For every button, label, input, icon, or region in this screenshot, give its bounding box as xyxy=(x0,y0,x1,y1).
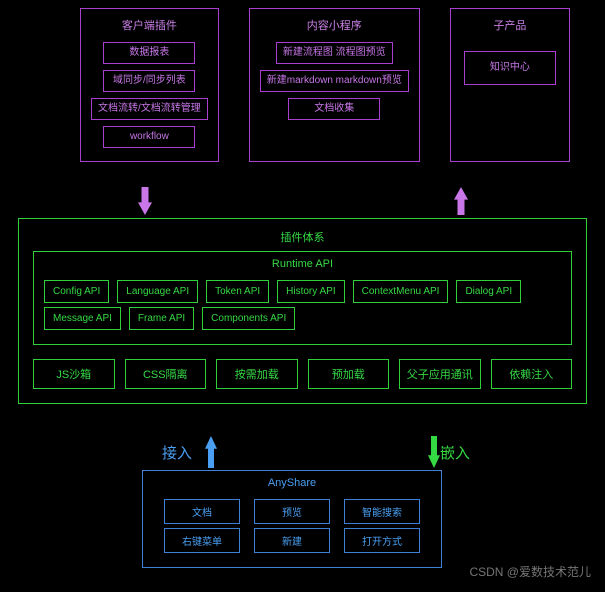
top-item: 文档流转/文档流转管理 xyxy=(91,98,208,120)
panel-title: 子产品 xyxy=(493,15,526,39)
feature-box: 依赖注入 xyxy=(491,359,573,389)
feature-box: 父子应用通讯 xyxy=(399,359,481,389)
panel-sub-product: 子产品 知识中心 xyxy=(450,8,570,162)
api-box: History API xyxy=(277,280,344,303)
api-box: Token API xyxy=(206,280,269,303)
top-item: 知识中心 xyxy=(464,51,556,85)
arrow-down-icon xyxy=(138,187,152,215)
panel-title: AnyShare xyxy=(155,475,429,495)
feature-box: JS沙箱 xyxy=(33,359,115,389)
bottom-box: 智能搜索 xyxy=(344,499,420,524)
runtime-title: Runtime API xyxy=(44,258,561,276)
panel-content-applet: 内容小程序 新建流程图 流程图预览 新建markdown markdown预览 … xyxy=(249,8,420,162)
bottom-box: 打开方式 xyxy=(344,528,420,553)
api-row: Message API Frame API Components API xyxy=(44,307,561,330)
feature-row: JS沙箱 CSS隔离 按需加载 预加载 父子应用通讯 依赖注入 xyxy=(33,359,572,389)
feature-box: 按需加载 xyxy=(216,359,298,389)
bottom-box: 文档 xyxy=(164,499,240,524)
top-item: 文档收集 xyxy=(288,98,380,120)
api-box: Config API xyxy=(44,280,109,303)
panel-title: 内容小程序 xyxy=(307,15,362,39)
panel-client-plugin: 客户端插件 数据报表 域同步/同步列表 文档流转/文档流转管理 workflow xyxy=(80,8,219,162)
bottom-row: 文档 预览 智能搜索 xyxy=(155,499,429,524)
runtime-api-box: Runtime API Config API Language API Toke… xyxy=(33,251,572,345)
arrow-up-icon xyxy=(205,436,217,468)
anyshare-panel: AnyShare 文档 预览 智能搜索 右键菜单 新建 打开方式 xyxy=(142,470,442,568)
bottom-box: 右键菜单 xyxy=(164,528,240,553)
bottom-row: 右键菜单 新建 打开方式 xyxy=(155,528,429,553)
api-box: Frame API xyxy=(129,307,194,330)
top-item: 域同步/同步列表 xyxy=(103,70,195,92)
api-box: ContextMenu API xyxy=(353,280,449,303)
top-row: 客户端插件 数据报表 域同步/同步列表 文档流转/文档流转管理 workflow… xyxy=(80,8,575,162)
arrow-label-connect: 接入 xyxy=(162,442,192,463)
bottom-box: 预览 xyxy=(254,499,330,524)
api-row: Config API Language API Token API Histor… xyxy=(44,280,561,303)
plugin-system-panel: 插件体系 Runtime API Config API Language API… xyxy=(18,218,587,404)
top-item: 数据报表 xyxy=(103,42,195,64)
watermark-text: CSDN @爱数技术范儿 xyxy=(469,563,591,580)
top-item: 新建流程图 流程图预览 xyxy=(276,42,393,64)
top-item: workflow xyxy=(103,126,195,148)
api-box: Message API xyxy=(44,307,121,330)
panel-title: 客户端插件 xyxy=(122,15,177,39)
api-box: Components API xyxy=(202,307,295,330)
arrow-down-icon xyxy=(428,436,440,468)
arrow-up-icon xyxy=(454,187,468,215)
bottom-box: 新建 xyxy=(254,528,330,553)
top-item: 新建markdown markdown预览 xyxy=(260,70,409,92)
api-box: Dialog API xyxy=(456,280,521,303)
api-box: Language API xyxy=(117,280,198,303)
feature-box: 预加载 xyxy=(308,359,390,389)
feature-box: CSS隔离 xyxy=(125,359,207,389)
panel-title: 插件体系 xyxy=(33,227,572,251)
arrow-label-embed: 嵌入 xyxy=(440,442,470,463)
